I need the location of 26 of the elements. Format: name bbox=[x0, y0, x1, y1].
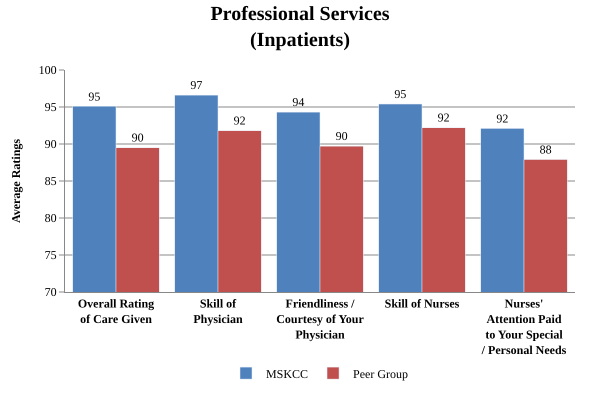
data-label: 94 bbox=[292, 95, 304, 110]
data-label: 95 bbox=[394, 87, 406, 102]
y-tick-label: 95 bbox=[44, 100, 57, 114]
data-label: 92 bbox=[234, 114, 246, 128]
y-tick-label: 90 bbox=[44, 137, 57, 152]
data-label: 90 bbox=[132, 130, 144, 145]
y-axis-title: Average Ratings bbox=[8, 138, 23, 224]
legend-label: Peer Group bbox=[353, 366, 408, 381]
chart-title: Professional Services (Inpatients) bbox=[210, 3, 390, 51]
x-tick-label: Overall Rating of Care Given bbox=[78, 296, 154, 326]
data-label: 92 bbox=[438, 110, 450, 125]
y-tick-label: 70 bbox=[44, 285, 57, 300]
data-label: 90 bbox=[336, 129, 348, 144]
x-tick-label: Friendliness / Courtesy of Your Physician bbox=[276, 296, 364, 342]
y-tick-label: 85 bbox=[44, 174, 57, 188]
data-label: 95 bbox=[88, 89, 100, 104]
legend-label: MSKCC bbox=[266, 366, 308, 381]
x-tick-label: Skill of Physician bbox=[193, 296, 243, 326]
data-label: 88 bbox=[540, 142, 552, 157]
x-tick-label: Nurses' Attention Paid to Your Special / Personal Needs bbox=[480, 296, 567, 358]
y-tick-label: 75 bbox=[44, 248, 57, 262]
x-tick-label: Skill of Nurses bbox=[384, 296, 460, 310]
y-tick-label: 100 bbox=[38, 63, 57, 78]
data-label: 97 bbox=[190, 78, 202, 92]
data-label: 92 bbox=[496, 111, 508, 126]
y-tick-label: 80 bbox=[44, 211, 57, 226]
